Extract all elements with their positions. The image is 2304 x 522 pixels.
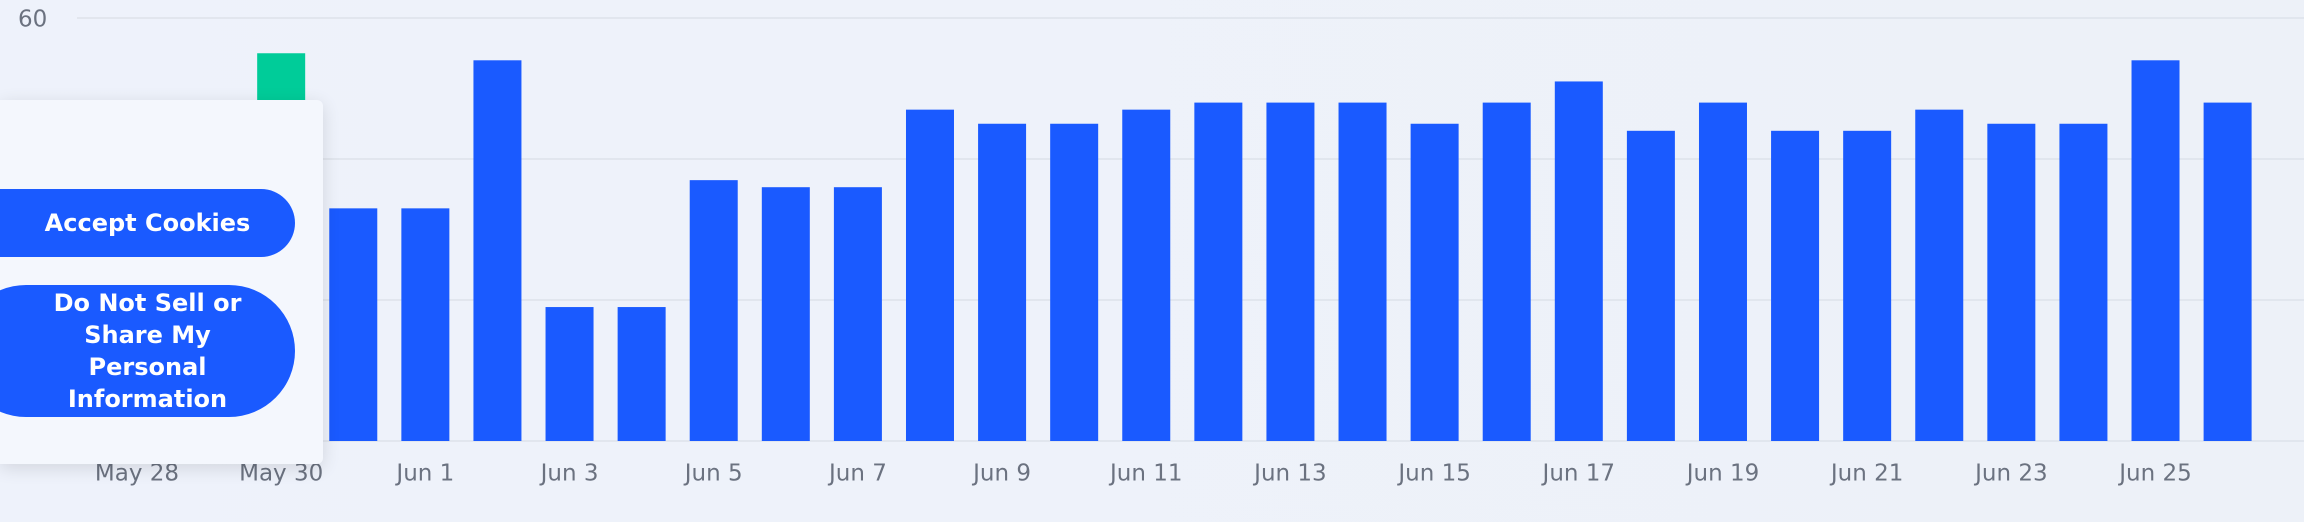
bar (329, 208, 378, 441)
bar (1771, 130, 1820, 442)
bar (2203, 102, 2252, 441)
x-tick-label: Jun 3 (539, 461, 599, 487)
x-tick-label: Jun 7 (827, 461, 887, 487)
bar (617, 307, 666, 441)
bar (1410, 123, 1459, 441)
accept-cookies-button[interactable]: Accept Cookies (0, 189, 295, 257)
x-tick-label: Jun 9 (971, 461, 1031, 487)
y-tick-label: 60 (18, 7, 47, 33)
bar (1194, 102, 1243, 441)
x-tick-label: Jun 13 (1252, 461, 1327, 487)
x-tick-label: Jun 21 (1829, 461, 1904, 487)
bar (1050, 123, 1099, 441)
x-tick-label: Jun 1 (394, 461, 454, 487)
bar (401, 208, 450, 441)
bar (1266, 102, 1315, 441)
bar (2131, 60, 2180, 442)
bar (1626, 130, 1675, 442)
bar (978, 123, 1027, 441)
bar (905, 109, 954, 442)
bar (545, 307, 594, 441)
x-tick-label: Jun 23 (1973, 461, 2048, 487)
bar (1338, 102, 1387, 441)
x-tick-label: Jun 11 (1108, 461, 1183, 487)
bar (2059, 123, 2108, 441)
x-tick-label: May 30 (239, 461, 323, 487)
bar (1482, 102, 1531, 441)
x-tick-label: Jun 25 (2117, 461, 2192, 487)
cookie-panel: Accept Cookies Do Not Sell or Share My P… (0, 100, 323, 464)
bar (1843, 130, 1892, 442)
bar (1915, 109, 1964, 442)
do-not-sell-button[interactable]: Do Not Sell or Share My Personal Informa… (0, 285, 295, 417)
x-tick-label: Jun 5 (683, 461, 743, 487)
bar (1122, 109, 1171, 442)
bar (1554, 81, 1603, 441)
bar (473, 60, 522, 442)
bar (761, 187, 810, 441)
x-tick-label: Jun 17 (1541, 461, 1616, 487)
bar (1987, 123, 2036, 441)
bar (689, 180, 738, 441)
x-tick-label: Jun 15 (1396, 461, 1471, 487)
bar (833, 187, 882, 441)
bar (1698, 102, 1747, 441)
x-tick-label: May 28 (95, 461, 179, 487)
x-tick-label: Jun 19 (1685, 461, 1760, 487)
